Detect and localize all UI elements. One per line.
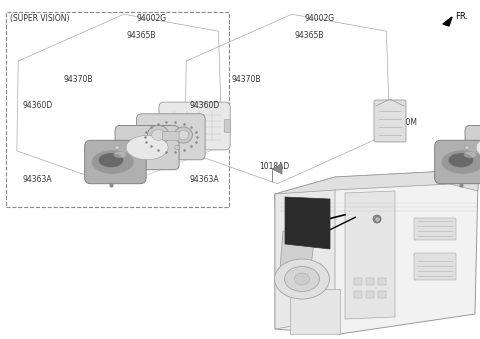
Text: 94365B: 94365B xyxy=(126,31,156,40)
FancyBboxPatch shape xyxy=(159,102,230,150)
Text: (SUPER VISION): (SUPER VISION) xyxy=(10,14,69,23)
FancyBboxPatch shape xyxy=(224,120,230,133)
Text: 94365B: 94365B xyxy=(294,31,324,40)
Bar xyxy=(354,278,362,285)
Ellipse shape xyxy=(275,259,329,299)
Ellipse shape xyxy=(152,129,165,140)
Text: 94370B: 94370B xyxy=(64,75,93,84)
FancyBboxPatch shape xyxy=(137,114,205,160)
Ellipse shape xyxy=(178,131,189,140)
Ellipse shape xyxy=(114,152,126,158)
Ellipse shape xyxy=(285,266,320,292)
Text: FR.: FR. xyxy=(455,12,468,21)
Bar xyxy=(366,291,374,298)
Text: 94360D: 94360D xyxy=(22,101,52,109)
FancyBboxPatch shape xyxy=(414,218,456,240)
Bar xyxy=(366,278,374,285)
Polygon shape xyxy=(285,197,330,249)
FancyBboxPatch shape xyxy=(163,131,179,140)
FancyBboxPatch shape xyxy=(159,120,165,133)
Polygon shape xyxy=(275,171,478,207)
Text: 1018AD: 1018AD xyxy=(259,162,289,171)
Text: 94002G: 94002G xyxy=(305,14,335,23)
Bar xyxy=(378,291,386,298)
Text: 94363A: 94363A xyxy=(190,175,219,184)
Ellipse shape xyxy=(295,273,310,285)
Text: 94002G: 94002G xyxy=(137,14,167,23)
FancyBboxPatch shape xyxy=(374,100,406,142)
Ellipse shape xyxy=(147,125,169,145)
Polygon shape xyxy=(280,231,315,274)
Ellipse shape xyxy=(373,215,381,223)
Ellipse shape xyxy=(375,217,379,221)
Ellipse shape xyxy=(115,145,120,150)
Bar xyxy=(378,278,386,285)
Text: 1339CC: 1339CC xyxy=(346,213,375,222)
FancyBboxPatch shape xyxy=(414,253,456,280)
Ellipse shape xyxy=(174,127,192,143)
FancyBboxPatch shape xyxy=(84,140,146,184)
Bar xyxy=(354,291,362,298)
Ellipse shape xyxy=(92,150,134,174)
Polygon shape xyxy=(272,164,282,174)
Ellipse shape xyxy=(465,145,469,150)
Polygon shape xyxy=(275,190,335,329)
Polygon shape xyxy=(290,289,340,334)
Ellipse shape xyxy=(98,153,123,167)
FancyBboxPatch shape xyxy=(115,125,179,170)
Text: 94363A: 94363A xyxy=(22,175,52,184)
FancyBboxPatch shape xyxy=(435,140,480,184)
Text: 94360D: 94360D xyxy=(190,101,220,109)
Polygon shape xyxy=(275,171,478,334)
Ellipse shape xyxy=(175,145,180,150)
Text: 96360M: 96360M xyxy=(386,118,418,126)
Ellipse shape xyxy=(448,153,473,167)
Ellipse shape xyxy=(442,150,480,174)
Ellipse shape xyxy=(126,136,168,160)
Ellipse shape xyxy=(464,152,476,158)
Polygon shape xyxy=(345,191,395,319)
Bar xyxy=(6,12,229,207)
Polygon shape xyxy=(443,17,452,26)
Ellipse shape xyxy=(476,136,480,160)
FancyBboxPatch shape xyxy=(465,125,480,170)
Text: 94370B: 94370B xyxy=(232,75,261,84)
